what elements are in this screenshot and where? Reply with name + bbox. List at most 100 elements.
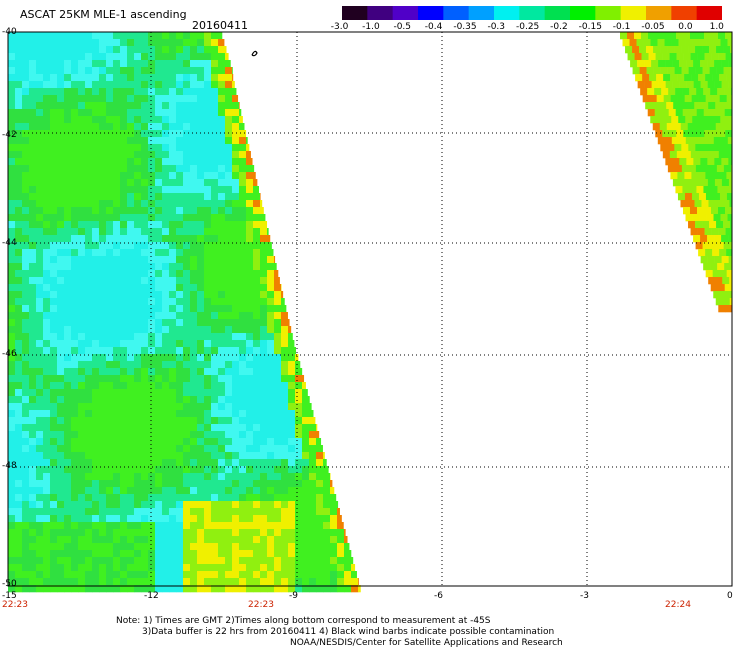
swath-cell [134, 543, 142, 551]
swath-cell [197, 53, 205, 61]
swath-cell [686, 179, 695, 187]
swath-cell [78, 571, 86, 579]
swath-cell [190, 564, 198, 572]
swath-cell [274, 452, 282, 460]
swath-cell [29, 249, 37, 257]
swath-cell [169, 284, 177, 292]
swath-cell [113, 137, 121, 145]
swath-cell [211, 515, 219, 523]
swath-cell [232, 550, 240, 558]
swath-cell [71, 396, 79, 404]
swath-cell [106, 130, 114, 138]
swath-cell [706, 39, 714, 47]
swath-cell [246, 319, 254, 327]
swath-cell [239, 410, 247, 418]
swath-cell [225, 326, 233, 334]
swath-cell [190, 186, 198, 194]
swath-cell [15, 144, 23, 152]
swath-cell [8, 382, 16, 390]
swath-cell [232, 270, 240, 278]
swath-cell [197, 403, 205, 411]
swath-cell [106, 53, 114, 61]
swath-cell [711, 32, 719, 40]
swath-cell [120, 438, 128, 446]
swath-cell [204, 585, 212, 593]
swath-cell [232, 116, 240, 124]
swath-cell [148, 207, 156, 215]
swath-cell [211, 193, 219, 201]
swath-cell [211, 137, 219, 145]
swath-cell [43, 39, 51, 47]
swath-cell [50, 221, 58, 229]
swath-cell [141, 382, 149, 390]
swath-cell [707, 158, 715, 166]
swath-cell [719, 172, 727, 180]
swath-cell [239, 130, 247, 138]
swath-cell [190, 172, 198, 180]
swath-cell [162, 60, 170, 68]
swath-cell [648, 53, 656, 61]
swath-cell [43, 410, 51, 418]
swath-cell [197, 585, 205, 593]
swath-cell [155, 137, 163, 145]
swath-cell [316, 473, 324, 481]
swath-cell [36, 480, 44, 488]
swath-cell [120, 557, 128, 565]
swath-cell [691, 74, 699, 82]
swath-cell [120, 382, 128, 390]
swath-cell [309, 501, 317, 509]
colorbar-swatch [342, 6, 368, 20]
swath-cell [683, 32, 691, 40]
swath-cell [218, 340, 226, 348]
swath-cell [8, 32, 16, 40]
swath-cell [43, 242, 51, 250]
swath-cell [204, 214, 212, 222]
swath-cell [323, 571, 331, 579]
swath-cell [197, 396, 205, 404]
swath-cell [78, 536, 86, 544]
swath-cell [134, 550, 142, 558]
swath-cell [36, 368, 44, 376]
swath-cell [92, 88, 100, 96]
swath-cell [71, 550, 79, 558]
swath-cell [85, 284, 93, 292]
swath-cell [22, 438, 30, 446]
swath-cell [246, 578, 254, 586]
swath-cell [670, 95, 678, 103]
swath-cell [78, 564, 86, 572]
swath-cell [246, 340, 254, 348]
note-line-1: Note: 1) Times are GMT 2)Times along bot… [116, 616, 491, 626]
swath-cell [239, 368, 247, 376]
swath-cell [358, 585, 361, 593]
swath-cell [295, 396, 303, 404]
swath-cell [8, 39, 16, 47]
swath-cell [260, 424, 268, 432]
swath-cell [155, 46, 163, 54]
swath-cell [707, 81, 715, 89]
swath-cell [225, 319, 233, 327]
swath-cell [225, 550, 233, 558]
swath-cell [239, 578, 247, 586]
swath-cell [15, 536, 23, 544]
swath-cell [253, 347, 261, 355]
swath-cell [78, 130, 86, 138]
swath-cell [344, 571, 352, 579]
swath-cell [681, 144, 689, 152]
swath-cell [730, 46, 733, 54]
swath-cell [183, 305, 191, 313]
swath-cell [204, 179, 212, 187]
swath-cell [8, 207, 16, 215]
swath-cell [239, 333, 247, 341]
swath-cell [225, 291, 233, 299]
swath-cell [57, 550, 65, 558]
swath-cell [29, 242, 37, 250]
swath-cell [197, 578, 205, 586]
swath-cell [232, 340, 240, 348]
swath-cell [106, 158, 114, 166]
swath-cell [85, 263, 93, 271]
swath-cell [113, 319, 121, 327]
swath-cell [155, 228, 163, 236]
swath-cell [211, 354, 219, 362]
swath-cell [246, 277, 254, 285]
swath-cell [729, 298, 733, 306]
